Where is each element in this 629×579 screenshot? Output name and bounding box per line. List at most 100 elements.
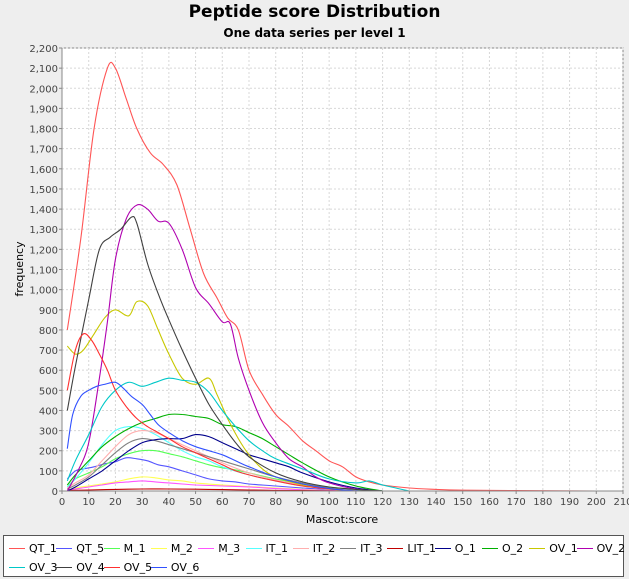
- legend-label: IT_3: [360, 541, 383, 555]
- series-line-ov-4: [66, 215, 383, 492]
- x-tick-label: 70: [243, 497, 256, 508]
- legend-label: OV_3: [29, 560, 58, 574]
- x-tick-label: 200: [587, 497, 606, 508]
- legend-item: M_1: [103, 541, 146, 555]
- legend-item: OV_2: [576, 541, 626, 555]
- x-tick-label: 60: [216, 497, 229, 508]
- y-tick-label: 1,900: [29, 104, 58, 115]
- series-line-ov-3: [66, 377, 410, 492]
- legend-item: IT_2: [292, 541, 335, 555]
- x-tick-label: 40: [162, 497, 175, 508]
- y-tick-label: 1,100: [29, 266, 58, 277]
- series-line-o-2: [66, 413, 383, 492]
- x-tick-label: 10: [82, 497, 95, 508]
- x-tick-label: 110: [346, 497, 365, 508]
- legend-swatch: [245, 547, 262, 549]
- x-tick-label: 160: [480, 497, 499, 508]
- legend-swatch: [482, 547, 498, 549]
- legend-swatch: [150, 547, 167, 549]
- legend-swatch: [150, 566, 167, 568]
- legend-label: QT_5: [76, 541, 105, 555]
- legend-item: OV_4: [56, 560, 105, 574]
- legend-label: OV_4: [76, 560, 105, 574]
- legend-swatch: [103, 547, 120, 549]
- legend-label: OV_5: [123, 560, 153, 574]
- series-line-it-2: [67, 429, 356, 492]
- legend-swatch: [56, 547, 73, 549]
- legend-item: QT_5: [56, 541, 104, 555]
- legend-label: M_1: [123, 541, 146, 555]
- legend-label: LIT_1: [407, 541, 436, 555]
- series-line-qt-5: [66, 457, 383, 492]
- y-tick-label: 700: [39, 346, 58, 357]
- legend-item: OV_1: [529, 541, 578, 555]
- chart-title: Peptide score Distribution: [188, 2, 441, 22]
- legend-swatch: [103, 566, 120, 568]
- x-tick-label: 150: [453, 497, 472, 508]
- x-axis-label: Mascot:score: [306, 513, 379, 526]
- legend-label: OV_1: [549, 541, 578, 555]
- y-tick-label: 500: [39, 386, 58, 397]
- series-line-m-2: [67, 476, 356, 492]
- series-line-ov-1: [66, 300, 356, 492]
- y-tick-label: 1,600: [29, 165, 58, 176]
- y-tick-label: 300: [39, 427, 58, 438]
- y-tick-label: 2,100: [29, 64, 58, 75]
- x-tick-label: 80: [269, 497, 282, 508]
- legend-swatch: [340, 547, 357, 549]
- y-tick-label: 200: [39, 447, 58, 458]
- y-tick-label: 900: [39, 306, 58, 317]
- legend-swatch: [434, 547, 451, 549]
- legend-item: QT_1: [9, 541, 57, 555]
- legend-label: OV_2: [596, 541, 626, 555]
- legend-label: O_1: [454, 541, 476, 555]
- y-tick-label: 1,000: [29, 286, 58, 297]
- series-line-ov-5: [66, 333, 356, 492]
- x-tick-label: 90: [296, 497, 309, 508]
- x-tick-label: 190: [560, 497, 579, 508]
- legend-swatch: [529, 547, 546, 549]
- legend-item: OV_3: [9, 560, 58, 574]
- x-tick-label: 100: [320, 497, 339, 508]
- legend-item: OV_6: [150, 560, 200, 574]
- chart-legend: QT_1 QT_5 M_1 M_2 M_3 IT_1 IT_2 IT_3 LIT_1 O_1 O_2…: [3, 535, 626, 577]
- grid-lines: [61, 47, 624, 492]
- y-tick-label: 800: [39, 326, 58, 337]
- y-tick-label: 100: [39, 467, 58, 478]
- series-line-ov-2: [66, 204, 383, 492]
- legend-label: OV_6: [170, 560, 200, 574]
- y-tick-label: 1,700: [29, 145, 58, 156]
- legend-item: OV_5: [103, 560, 153, 574]
- x-tick-label: 0: [59, 497, 65, 508]
- axes: 01002003004005006007008009001,0001,1001,…: [29, 44, 629, 508]
- x-tick-label: 180: [533, 497, 552, 508]
- legend-item: LIT_1: [387, 541, 436, 555]
- legend-swatch: [576, 547, 593, 549]
- y-tick-label: 2,000: [29, 84, 58, 95]
- x-tick-label: 170: [507, 497, 526, 508]
- legend-item: M_3: [198, 541, 240, 555]
- legend-swatch: [198, 547, 215, 549]
- x-tick-label: 50: [189, 497, 202, 508]
- x-tick-label: 30: [136, 497, 149, 508]
- x-tick-label: 130: [400, 497, 419, 508]
- y-tick-label: 400: [39, 406, 58, 417]
- series-line-ov-6: [66, 381, 356, 492]
- y-axis-label: frequency: [13, 241, 26, 297]
- legend-item: O_2: [482, 541, 523, 555]
- y-tick-label: 2,200: [29, 44, 58, 55]
- series-line-o-1: [67, 433, 383, 492]
- legend-item: IT_3: [340, 541, 383, 555]
- legend-label: QT_1: [29, 541, 57, 555]
- legend-item: IT_1: [245, 541, 288, 555]
- series-line-m-3: [67, 480, 356, 492]
- y-tick-label: 1,400: [29, 205, 58, 216]
- legend-swatch: [9, 566, 25, 568]
- x-tick-label: 210: [613, 497, 629, 508]
- x-tick-label: 140: [426, 497, 445, 508]
- x-tick-label: 20: [109, 497, 122, 508]
- legend-swatch: [292, 547, 309, 549]
- legend-label: IT_1: [265, 541, 288, 555]
- legend-swatch: [387, 547, 404, 549]
- y-tick-label: 1,200: [29, 245, 58, 256]
